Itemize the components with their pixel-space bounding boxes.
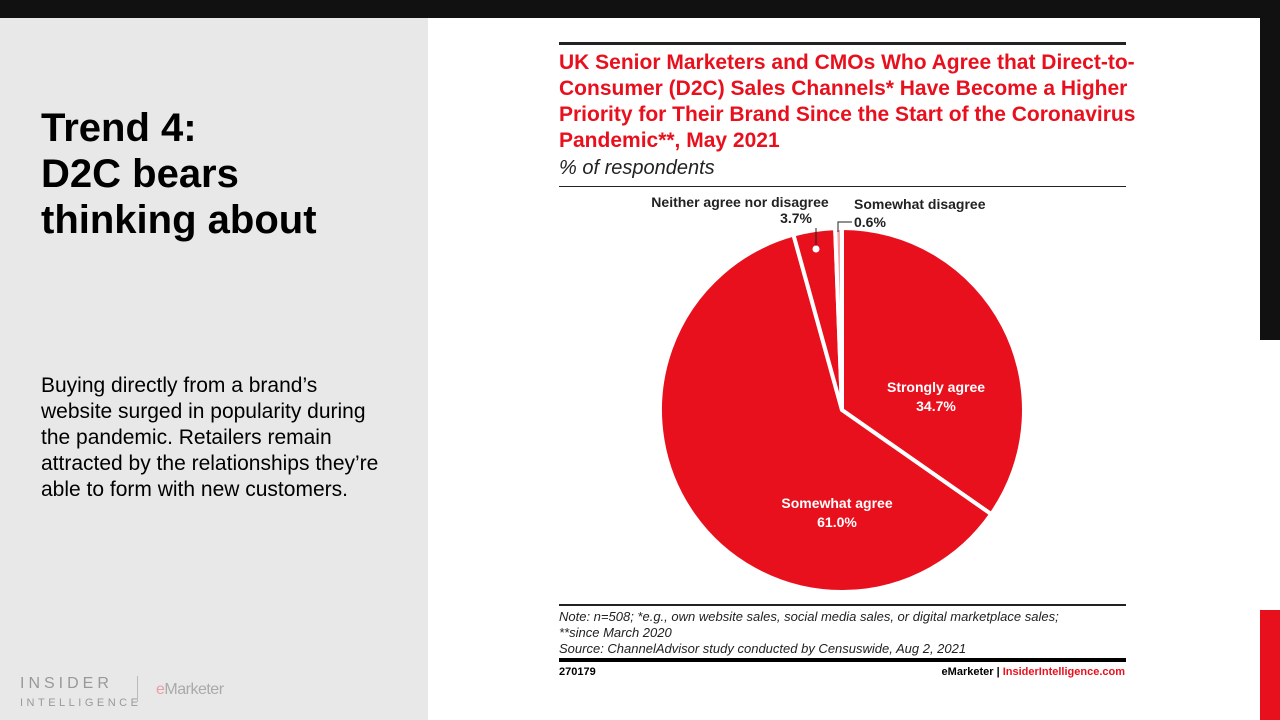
slice-label: Somewhat disagree — [854, 196, 986, 212]
title-line: D2C bears — [41, 152, 239, 196]
note-line: **since March 2020 — [559, 625, 672, 640]
accent-strip-dark — [1260, 18, 1280, 340]
slice-label: Neither agree nor disagree — [651, 194, 829, 210]
credit-brand: eMarketer — [941, 666, 994, 678]
insider-intelligence-logo: INSIDER INTELLIGENCE — [20, 676, 141, 711]
credit-sep: | — [996, 666, 1000, 678]
pie-slice-somewhat-disagree — [833, 225, 844, 411]
top-bar — [0, 0, 1280, 18]
slice-label: Strongly agree — [887, 379, 985, 395]
slice-label: Somewhat agree — [781, 495, 892, 511]
note-line: Note: n=508; *e.g., own website sales, s… — [559, 609, 1059, 624]
logo-marketer: Marketer — [164, 681, 224, 698]
slice-value: 3.7% — [780, 210, 812, 226]
footer-rule — [559, 658, 1126, 662]
slide-title: Trend 4: D2C bears thinking about — [41, 105, 317, 243]
logo-e: e — [156, 681, 165, 698]
slice-value: 34.7% — [916, 398, 956, 414]
chart-sub-rule — [559, 186, 1126, 187]
leader-line — [837, 221, 852, 232]
pie-slice-somewhat-agree — [658, 232, 995, 594]
title-line: thinking about — [41, 198, 317, 242]
chart-top-rule — [559, 42, 1126, 45]
logo-insider: INSIDER — [20, 675, 113, 692]
logo-divider — [137, 676, 138, 702]
pie-chart: Strongly agree 34.7% Somewhat agree 61.0% Ne… — [651, 194, 1026, 594]
chart-subtitle: % of respondents — [559, 157, 715, 179]
emarketer-logo: eMarketer — [156, 681, 224, 699]
left-panel — [0, 18, 428, 720]
chart-credit: eMarketer | InsiderIntelligence.com — [942, 666, 1125, 678]
credit-site[interactable]: InsiderIntelligence.com — [1002, 666, 1125, 678]
chart-id: 270179 — [559, 666, 596, 678]
title-line: Trend 4: — [41, 106, 197, 150]
slice-value: 61.0% — [817, 514, 857, 530]
accent-strip-red — [1260, 610, 1280, 720]
chart-title: UK Senior Marketers and CMOs Who Agree t… — [559, 51, 1136, 152]
slice-value: 0.6% — [854, 214, 886, 230]
slide-body: Buying directly from a brand’s website s… — [41, 374, 379, 501]
source-line: Source: ChannelAdvisor study conducted b… — [559, 641, 967, 656]
leader-dot — [812, 245, 820, 253]
note-rule — [559, 604, 1126, 606]
logo-intelligence: INTELLIGENCE — [20, 697, 142, 709]
pie-slice-strongly-agree — [840, 225, 1026, 517]
